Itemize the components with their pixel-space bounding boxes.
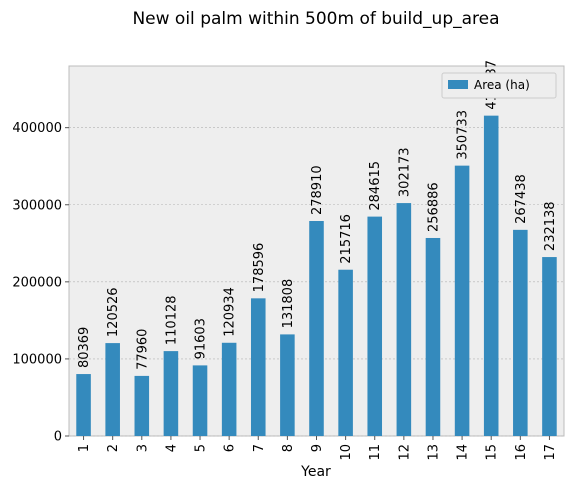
bar-data-label: 131808	[281, 279, 296, 329]
bar-data-label: 120526	[106, 287, 121, 337]
bar	[309, 221, 324, 436]
x-tick-label: 12	[397, 444, 412, 461]
bar-data-label: 215716	[339, 214, 354, 264]
bar-data-label: 110128	[164, 295, 179, 345]
x-tick-label: 4	[164, 444, 179, 452]
x-tick-label: 15	[485, 444, 500, 461]
x-tick-label: 17	[543, 444, 558, 461]
bar-data-label: 232138	[543, 201, 558, 251]
y-tick-label: 100000	[12, 352, 62, 367]
bar	[76, 374, 91, 436]
bar	[338, 269, 353, 436]
bar	[483, 115, 499, 437]
bar-data-label: 91603	[194, 318, 209, 359]
bar-data-label: 80369	[77, 327, 92, 368]
y-tick-label: 400000	[12, 121, 62, 136]
legend-swatch	[448, 80, 468, 89]
bar-data-label: 77960	[135, 329, 150, 370]
data-labels: 80369 120526 77960 110128 91603 120934 178596 1…	[77, 60, 558, 370]
bar-data-label: 278910	[310, 165, 325, 215]
x-tick-label: 10	[339, 444, 354, 461]
bar	[280, 334, 295, 436]
x-tick-label: 5	[194, 444, 209, 452]
bar	[396, 203, 412, 436]
bar	[134, 375, 150, 436]
x-axis-label: Year	[300, 464, 331, 480]
x-tick-label: 13	[426, 444, 441, 461]
legend: Area (ha)	[441, 72, 557, 99]
x-tick-label: 8	[281, 444, 296, 452]
bar	[163, 351, 179, 436]
y-tick-label: 0	[54, 430, 62, 445]
bar-data-label: 350733	[456, 110, 471, 160]
bar-data-label: 256886	[426, 182, 441, 232]
legend-box	[441, 72, 557, 99]
x-tick-label: 11	[368, 444, 383, 461]
x-tick-label: 7	[252, 444, 267, 452]
bar-data-label: 120934	[223, 287, 238, 337]
y-tick-label: 200000	[12, 275, 62, 290]
bar	[221, 342, 237, 436]
x-axis-ticks: 1 2 3 4 5 6 7 8 9 10 11 12 13 14 15 16 17	[77, 436, 558, 461]
bar	[425, 237, 441, 436]
x-tick-label: 9	[310, 444, 325, 452]
x-tick-label: 2	[106, 444, 121, 452]
x-tick-label: 3	[135, 444, 150, 452]
grid-lines	[69, 127, 564, 437]
bar-data-label: 284615	[368, 161, 383, 211]
bar	[192, 365, 208, 436]
chart-title: New oil palm within 500m of build_up_are…	[132, 9, 499, 29]
y-tick-label: 300000	[12, 198, 62, 213]
bar-data-label: 178596	[252, 243, 267, 293]
y-axis-ticks: 0 100000 200000 300000 400000	[12, 121, 69, 445]
legend-label: Area (ha)	[474, 78, 530, 92]
bar	[513, 229, 528, 436]
bar	[105, 343, 120, 436]
bar	[454, 165, 470, 436]
x-tick-label: 16	[514, 444, 529, 461]
x-tick-label: 1	[77, 444, 92, 452]
x-tick-label: 6	[223, 444, 238, 452]
x-tick-label: 14	[456, 444, 471, 461]
bar-data-label: 267438	[514, 174, 529, 224]
bar	[542, 257, 557, 436]
bar-data-label: 302173	[397, 147, 412, 197]
bars	[76, 115, 557, 437]
bar	[367, 216, 383, 436]
bar	[250, 298, 266, 436]
